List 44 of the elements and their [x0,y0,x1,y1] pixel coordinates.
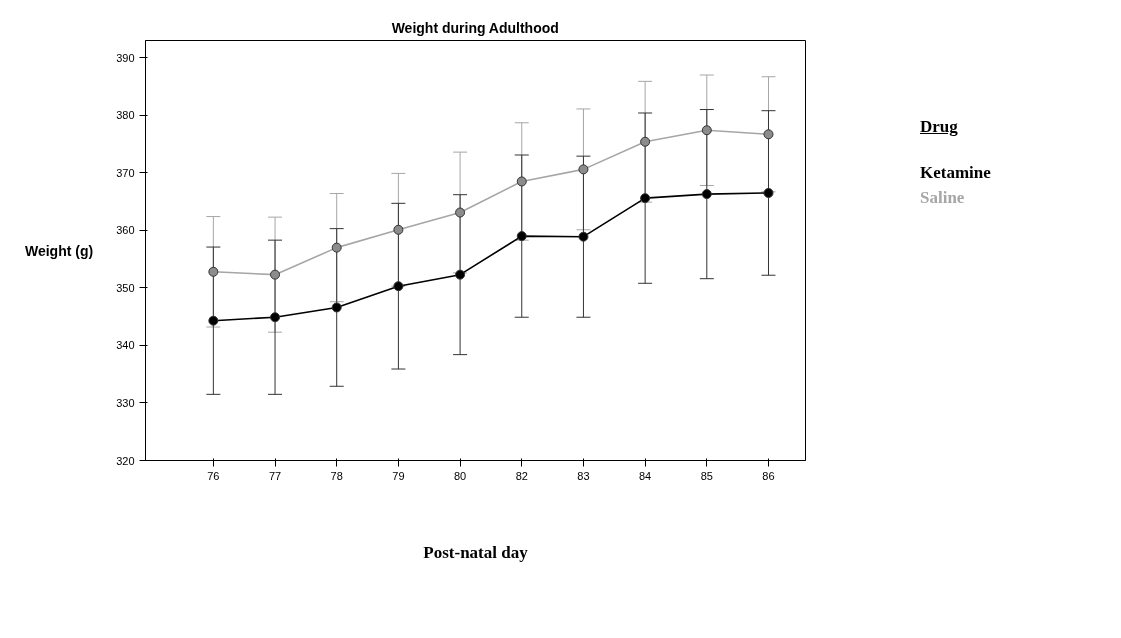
x-tick-label: 85 [700,469,713,482]
y-tick-label: 340 [116,339,135,352]
point [208,315,219,326]
x-tick-label: 82 [515,469,528,482]
text: Saline [920,186,966,209]
chart-title: Weight during Adulthood [391,19,559,36]
x-tick-label: 86 [762,469,775,482]
point [763,129,774,140]
y-tick-label: 380 [116,109,135,122]
y-axis-title: Weight (g) [24,242,94,259]
point [578,231,589,242]
y-tick-label: 370 [116,166,135,179]
point [640,193,651,204]
x-tick-label: 78 [330,469,343,482]
point [701,189,712,200]
point [763,187,774,198]
point [516,231,527,242]
y-tick-label: 360 [116,224,135,237]
legend-title: Drug [920,116,959,138]
x-tick-label: 79 [392,469,405,482]
x-tick-label: 80 [453,469,467,482]
x-axis-title: Post-natal day [423,542,529,562]
y-tick-label: 350 [116,281,135,294]
point [640,136,651,147]
point [516,176,527,187]
x-tick-label: 76 [207,469,220,482]
point [270,312,281,323]
y-tick-label: 390 [116,51,135,64]
x-tick-label: 83 [577,469,590,482]
point [455,269,466,280]
y-tick-label: 320 [116,454,135,467]
text: Ketamine [920,162,991,185]
point [393,224,404,235]
point [393,281,404,292]
point [208,266,219,277]
point [578,164,589,175]
y-tick-label: 330 [116,396,135,409]
x-tick-label: 84 [639,469,652,482]
point [331,302,342,313]
point [701,125,712,136]
point [270,269,281,280]
point [455,207,466,218]
point [331,242,342,253]
x-tick-label: 77 [268,469,282,482]
